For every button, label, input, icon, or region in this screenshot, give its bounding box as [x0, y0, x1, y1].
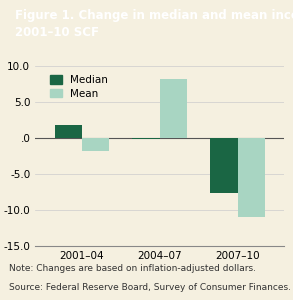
Bar — [160, 79, 187, 138]
Text: Figure 1. Change in median and mean incomes,
2001–10 SCF: Figure 1. Change in median and mean inco… — [15, 9, 293, 39]
Bar — [82, 138, 109, 151]
Bar — [54, 125, 82, 138]
Bar — [132, 138, 160, 140]
Text: Note: Changes are based on inflation-adjusted dollars.: Note: Changes are based on inflation-adj… — [9, 264, 256, 273]
Bar — [238, 138, 265, 217]
Text: Source: Federal Reserve Board, Survey of Consumer Finances.: Source: Federal Reserve Board, Survey of… — [9, 284, 291, 292]
Legend: Median, Mean: Median, Mean — [45, 71, 113, 103]
Bar — [210, 138, 238, 194]
